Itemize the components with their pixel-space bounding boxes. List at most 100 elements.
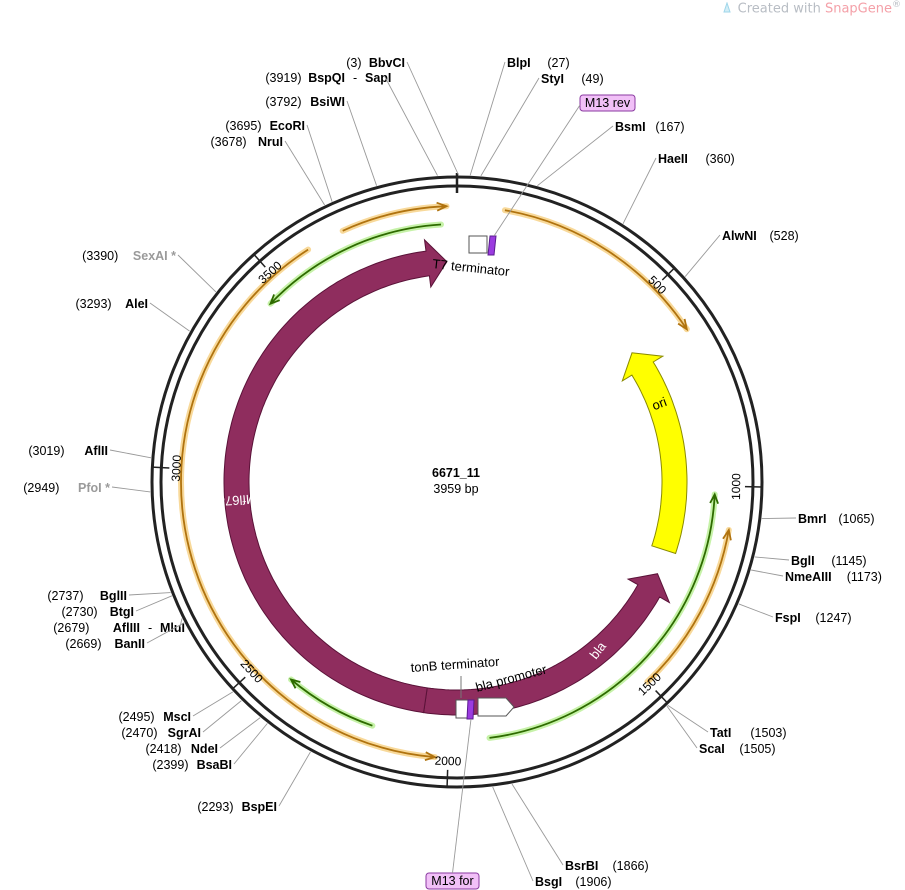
enzyme-position: (3695)	[225, 119, 261, 133]
enzyme-site-bbvci[interactable]: BbvCI (3)	[346, 56, 459, 176]
snapgene-credit: Created with SnapGene®	[722, 0, 901, 16]
enzyme-separator: -	[353, 71, 357, 85]
enzyme-site-bspqi-sapi[interactable]: BspQI (3919) - SapI	[265, 71, 438, 176]
primer-label: M13 rev	[585, 96, 631, 110]
orf-outer-orange-3-glow	[644, 527, 732, 685]
enzyme-name: FspI	[775, 611, 801, 625]
orf-outer-orange-4	[180, 248, 435, 758]
enzyme-name: BsrBI	[565, 859, 598, 873]
enzyme-leader-line	[179, 618, 183, 628]
enzyme-name: NruI	[258, 135, 283, 149]
enzyme-site-styi[interactable]: StyI (49)	[480, 72, 604, 177]
enzyme-leader-line	[346, 100, 378, 186]
orf-inner-green-1-head	[268, 294, 281, 306]
enzyme-position: (1247)	[815, 611, 851, 625]
enzyme-name: BsmI	[615, 120, 646, 134]
enzyme-site-bpli[interactable]: BlpI (27)	[469, 56, 570, 176]
primer-leader-line	[493, 104, 581, 237]
tick-mark	[655, 690, 668, 704]
enzyme-site-bsrbi[interactable]: BsrBI (1866)	[511, 783, 649, 873]
enzyme-leader-line	[278, 751, 311, 807]
enzyme-name: AlwNI	[722, 229, 757, 243]
enzyme-position: (2495)	[118, 710, 154, 724]
feature-tonb-terminator-glyph	[455, 699, 469, 719]
enzyme-site-haeii[interactable]: HaeII (360)	[622, 152, 735, 225]
enzyme-site-alwni[interactable]: AlwNI (528)	[684, 229, 799, 277]
enzyme-site-bmri[interactable]: BmrI (1065)	[761, 512, 875, 526]
enzyme-site-bsabi[interactable]: BsaBI (2399)	[152, 723, 268, 772]
enzyme-leader-line	[492, 786, 534, 882]
primer-box	[579, 94, 636, 112]
enzyme-site-nmeaiii[interactable]: NmeAIII (1173)	[751, 569, 882, 584]
enzyme-site-fspi[interactable]: FspI (1247)	[738, 603, 852, 625]
primer-m13-rev-mark	[487, 235, 497, 256]
primer-m13-for[interactable]: M13 for	[425, 718, 480, 890]
enzyme-leader-line	[128, 592, 171, 596]
enzyme-name-2: MluI	[160, 621, 185, 635]
enzyme-position: (1505)	[739, 742, 775, 756]
enzyme-site-bsmi[interactable]: BsmI (167)	[537, 120, 685, 187]
enzyme-site-afliii-mlui[interactable]: AflIII (2679) - MluI	[53, 618, 185, 636]
primer-m13-rev[interactable]: M13 rev	[493, 94, 636, 237]
tick-label: 2000	[434, 754, 461, 769]
enzyme-position: (2293)	[197, 800, 233, 814]
tick-mark	[253, 253, 266, 268]
orf-inner-green-3-head	[289, 678, 301, 689]
enzyme-site-bsgi[interactable]: BsgI (1906)	[492, 786, 612, 889]
enzyme-site-bglii[interactable]: BglII (2737)	[47, 589, 171, 603]
enzyme-leader-line	[751, 569, 784, 577]
enzyme-site-btgi[interactable]: BtgI (2730)	[61, 595, 173, 619]
enzyme-leader-line	[754, 556, 790, 561]
enzyme-leader-line	[469, 61, 506, 176]
enzyme-leader-line	[177, 254, 217, 293]
enzyme-site-ndei[interactable]: NdeI (2418)	[145, 717, 261, 756]
enzyme-leader-line	[667, 704, 709, 733]
enzyme-site-scai[interactable]: ScaI (1505)	[666, 705, 776, 756]
enzyme-name: BsiWI	[310, 95, 345, 109]
enzyme-name-2: SapI	[365, 71, 391, 85]
credit-brand: SnapGene	[824, 1, 892, 17]
enzyme-site-sgrai[interactable]: SgrAI (2470)	[121, 700, 242, 740]
tick-label: 3000	[169, 454, 184, 482]
enzyme-position: (2737)	[47, 589, 83, 603]
enzyme-site-pfoi[interactable]: PfoI * (2949)	[23, 481, 151, 495]
enzyme-name: NmeAIII	[785, 570, 832, 584]
enzyme-site-tati[interactable]: TatI (1503)	[667, 704, 787, 740]
tick-mark	[446, 769, 449, 787]
enzyme-leader-line	[219, 717, 261, 749]
enzyme-leader-line	[146, 622, 185, 644]
enzyme-name: SexAI *	[133, 249, 176, 263]
feature-t7-terminator-glyph	[468, 235, 488, 254]
enzyme-position: (3919)	[265, 71, 301, 85]
enzyme-leader-line	[306, 124, 333, 202]
enzyme-site-msci[interactable]: MscI (2495)	[118, 691, 234, 724]
enzyme-position: (3792)	[265, 95, 301, 109]
enzyme-site-bgli[interactable]: BglI (1145)	[754, 554, 867, 568]
orf-inner-green-1	[269, 223, 442, 305]
enzyme-position: (3390)	[82, 249, 118, 263]
enzyme-leader-line	[738, 603, 774, 618]
enzyme-name: BbvCI	[369, 56, 405, 70]
tick-mark	[152, 466, 170, 469]
feature-ori-arrow	[621, 352, 688, 555]
enzyme-name: SgrAI	[168, 726, 201, 740]
primer-m13-for-mark	[466, 699, 475, 720]
enzyme-site-ecori[interactable]: EcoRI (3695)	[225, 119, 333, 202]
feature-mfl678-label: Mfl678	[217, 491, 257, 509]
snapgene-leaf-icon	[722, 2, 731, 13]
enzyme-site-aflii[interactable]: AflII (3019)	[28, 444, 152, 459]
enzyme-site-bsiwi[interactable]: BsiWI (3792)	[265, 95, 378, 186]
enzyme-position: (360)	[706, 152, 735, 166]
enzyme-site-sexai[interactable]: SexAI * (3390)	[82, 249, 217, 293]
enzyme-position: (3019)	[28, 444, 64, 458]
enzyme-separator: -	[148, 621, 152, 635]
enzyme-site-banii[interactable]: BanII (2669)	[65, 622, 185, 651]
enzyme-leader-line	[761, 517, 797, 520]
orf-inner-green-2	[489, 494, 716, 739]
enzyme-site-srui[interactable]: NruI (3678)	[210, 135, 325, 206]
enzyme-site-bspei[interactable]: BspEI (2293)	[197, 751, 311, 814]
enzyme-site-alei[interactable]: AleI (3293)	[75, 297, 190, 332]
orf-layer	[178, 201, 732, 761]
enzyme-leader-line	[511, 783, 564, 866]
enzyme-position: (3678)	[210, 135, 246, 149]
